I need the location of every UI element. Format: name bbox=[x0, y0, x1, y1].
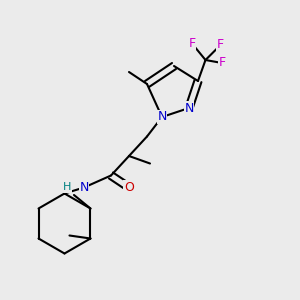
Text: N: N bbox=[79, 181, 89, 194]
Text: F: F bbox=[218, 56, 226, 70]
Text: F: F bbox=[217, 38, 224, 52]
Text: F: F bbox=[188, 37, 196, 50]
Text: O: O bbox=[124, 181, 134, 194]
Text: N: N bbox=[184, 101, 194, 115]
Text: N: N bbox=[157, 110, 167, 124]
Text: H: H bbox=[63, 182, 72, 193]
